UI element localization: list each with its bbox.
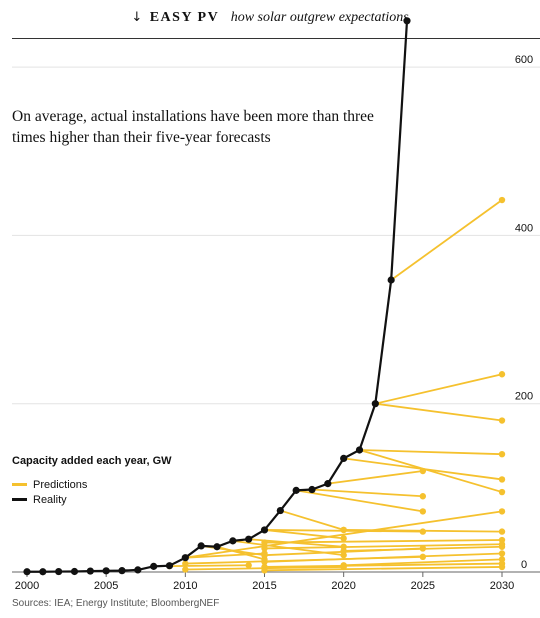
source-note: Sources: IEA; Energy Institute; Bloomber… [12, 598, 220, 609]
prediction-point-13-1 [498, 450, 506, 458]
legend-swatch-predictions [12, 483, 27, 486]
prediction-point-8-1 [419, 508, 427, 515]
prediction-line-9 [311, 488, 423, 498]
prediction-line-7 [280, 509, 344, 531]
x-tick-label-2025: 2025 [411, 580, 435, 592]
legend-title: Capacity added each year, GW [12, 455, 172, 467]
chart-subtitle: how solar outgrew expectations [230, 10, 409, 25]
prediction-line-10 [327, 470, 423, 485]
down-arrow-icon: ↓ [131, 10, 143, 25]
reality-point-2003 [70, 567, 79, 576]
prediction-point-23-1 [498, 543, 506, 550]
x-tick-label-2020: 2020 [331, 580, 355, 592]
reality-point-2005 [102, 567, 110, 575]
prediction-point-25-0 [182, 560, 189, 567]
brand-label: EASY PV [149, 10, 220, 25]
x-tick-label-2005: 2005 [94, 580, 118, 592]
reality-point-2008 [150, 562, 158, 570]
reality-point-2007 [134, 566, 142, 574]
legend-item-predictions: Predictions [12, 477, 172, 492]
reality-point-2019 [324, 480, 332, 488]
prediction-line-20 [264, 539, 503, 544]
prediction-point-0-1 [245, 562, 252, 569]
prediction-point-24-1 [498, 550, 506, 557]
legend-label-predictions: Predictions [33, 478, 88, 491]
prediction-point-17-1 [498, 508, 506, 515]
reality-point-2017 [292, 486, 300, 494]
reality-point-2020 [340, 454, 348, 462]
reality-point-2004 [86, 567, 94, 575]
chart-header: ↓ EASY PV how solar outgrew expectations [0, 10, 540, 26]
reality-point-2021 [355, 446, 364, 454]
chart-annotation: On average, actual installations have be… [12, 108, 374, 146]
prediction-point-29-0 [261, 567, 268, 574]
legend-label-reality: Reality [33, 493, 67, 506]
prediction-point-25-1 [419, 553, 427, 561]
legend: Capacity added each year, GW Predictions… [12, 455, 172, 507]
y-tick-label-200: 200 [515, 391, 533, 403]
reality-point-2023 [387, 276, 395, 284]
prediction-line-16 [390, 199, 503, 281]
y-tick-label-400: 400 [515, 222, 533, 234]
prediction-line-26 [264, 562, 503, 568]
x-tick-label-2015: 2015 [252, 580, 276, 592]
prediction-line-3 [216, 545, 265, 561]
prediction-point-19-0 [340, 526, 347, 534]
y-tick-label-0: 0 [521, 559, 527, 571]
prediction-line-13 [359, 449, 503, 456]
reality-point-2014 [245, 535, 253, 543]
prediction-line-17 [185, 510, 503, 559]
prediction-point-21-0 [261, 545, 268, 552]
prediction-line-0 [169, 564, 249, 568]
prediction-point-20-0 [261, 539, 268, 546]
reality-point-2009 [165, 562, 174, 570]
x-tick-label-2000: 2000 [15, 580, 39, 592]
prediction-point-15-1 [498, 371, 506, 378]
prediction-point-12-1 [498, 488, 506, 496]
prediction-point-27-1 [498, 556, 506, 563]
reality-point-2016 [276, 506, 284, 515]
reality-point-2011 [197, 542, 205, 550]
reality-point-2015 [260, 526, 269, 534]
prediction-line-8 [296, 489, 423, 513]
x-tick-label-2010: 2010 [173, 580, 197, 592]
prediction-line-27 [343, 558, 503, 567]
prediction-line-25 [185, 555, 423, 565]
reality-point-2024 [403, 17, 411, 25]
reality-point-2013 [229, 537, 237, 545]
prediction-point-6-1 [340, 535, 347, 542]
prediction-point-28-0 [182, 566, 189, 573]
reality-point-2022 [371, 400, 379, 408]
x-tick-label-2030: 2030 [490, 580, 514, 592]
prediction-line-12 [359, 449, 503, 493]
reality-point-2001 [39, 568, 47, 576]
prediction-point-16-1 [498, 196, 506, 204]
prediction-line-19 [343, 529, 503, 533]
reality-point-2018 [308, 485, 316, 494]
prediction-line-21 [264, 543, 503, 550]
prediction-point-29-1 [498, 563, 506, 571]
prediction-line-14 [375, 402, 503, 422]
prediction-line-23 [343, 545, 503, 552]
legend-swatch-reality [12, 498, 27, 501]
prediction-point-11-1 [498, 476, 506, 483]
prediction-point-19-1 [498, 528, 506, 535]
reality-point-2010 [181, 554, 189, 562]
reality-point-2006 [118, 567, 126, 575]
prediction-line-15 [375, 373, 503, 405]
header-divider [12, 38, 540, 39]
prediction-line-1 [185, 552, 265, 559]
prediction-point-14-1 [498, 417, 506, 424]
reality-point-2002 [55, 567, 63, 576]
prediction-point-9-1 [419, 493, 427, 500]
reality-point-2000 [23, 568, 31, 576]
prediction-point-23-0 [340, 547, 347, 555]
prediction-line-29 [264, 566, 503, 572]
y-tick-label-600: 600 [515, 54, 533, 66]
reality-point-2012 [213, 543, 221, 551]
prediction-point-22-0 [261, 551, 268, 559]
legend-item-reality: Reality [12, 492, 172, 507]
